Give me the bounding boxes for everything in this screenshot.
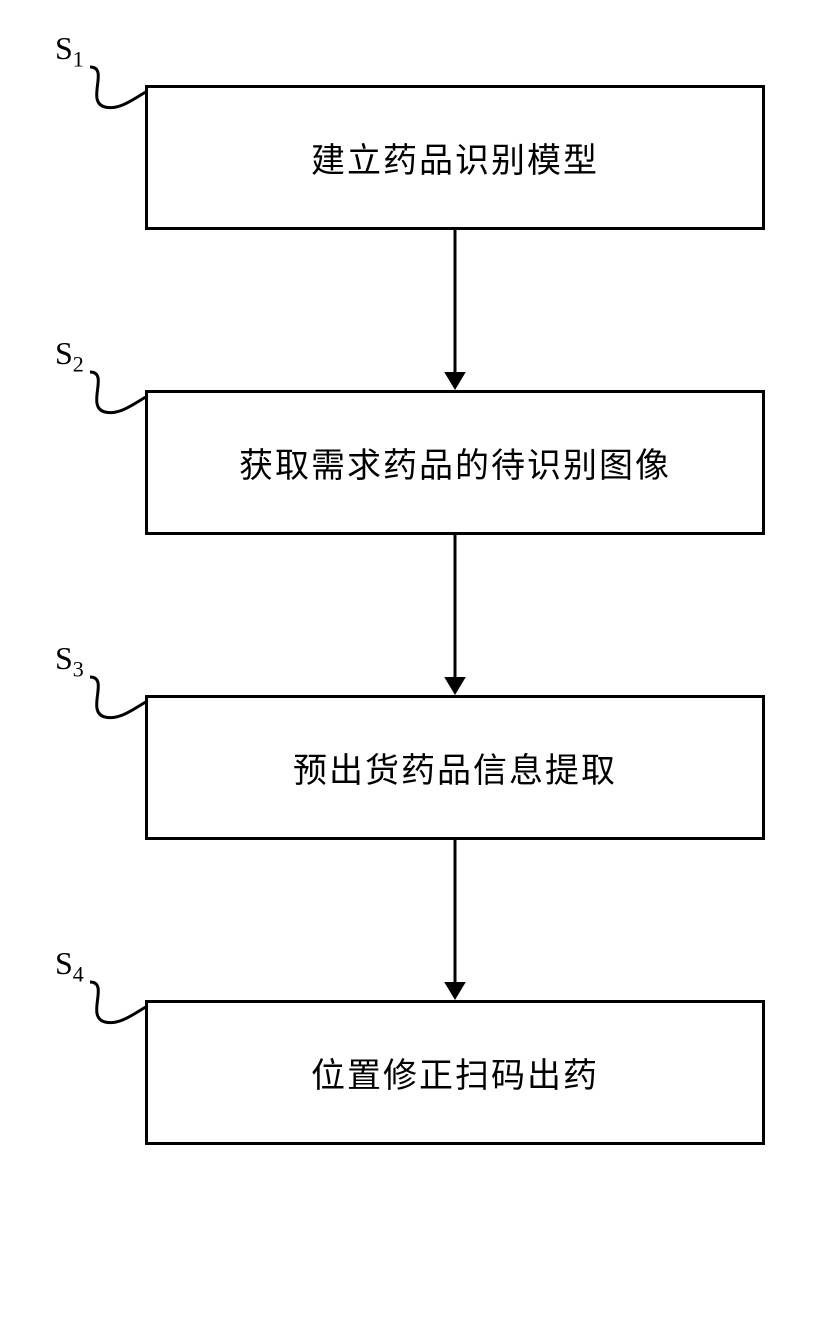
flow-arrow	[435, 840, 475, 1000]
step-box-s4: 位置修正扫码出药	[145, 1000, 765, 1145]
step-label-prefix: S	[55, 640, 73, 676]
step-box-s1: 建立药品识别模型	[145, 85, 765, 230]
flow-arrow	[435, 230, 475, 390]
step-box-s2: 获取需求药品的待识别图像	[145, 390, 765, 535]
step-box-text: 建立药品识别模型	[311, 133, 599, 182]
step-box-s3: 预出货药品信息提取	[145, 695, 765, 840]
step-box-text: 获取需求药品的待识别图像	[239, 438, 671, 487]
step-label-prefix: S	[55, 335, 73, 371]
step-label-prefix: S	[55, 945, 73, 981]
flow-arrow	[435, 535, 475, 695]
step-box-text: 位置修正扫码出药	[311, 1048, 599, 1097]
step-label-prefix: S	[55, 30, 73, 66]
step-box-text: 预出货药品信息提取	[293, 743, 617, 792]
